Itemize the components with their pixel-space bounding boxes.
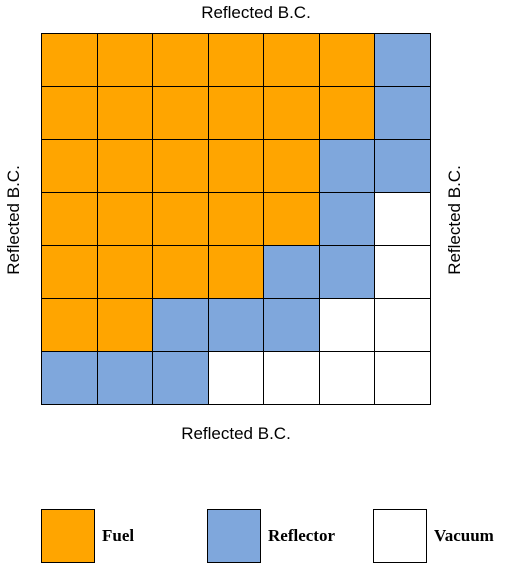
- grid-cell-fuel: [264, 140, 320, 193]
- grid-cell-fuel: [153, 193, 209, 246]
- grid-cell-fuel: [153, 140, 209, 193]
- grid-cell-vacuum: [264, 352, 320, 405]
- grid-cell-fuel: [42, 193, 98, 246]
- grid-cell-vacuum: [375, 246, 431, 299]
- grid-cell-vacuum: [208, 352, 265, 405]
- legend-swatch-fuel: [41, 509, 95, 563]
- grid-cell-fuel: [264, 34, 320, 87]
- grid-cell-reflector: [375, 140, 431, 193]
- grid-cell-reflector: [264, 299, 320, 352]
- grid-cell-vacuum: [375, 193, 431, 246]
- grid-cell-fuel: [319, 34, 376, 87]
- left-boundary-label: Reflected B.C.: [4, 165, 23, 275]
- grid-cell-fuel: [153, 87, 209, 140]
- grid-cell-fuel: [42, 299, 98, 352]
- grid-cell-fuel: [208, 193, 265, 246]
- grid-cell-vacuum: [319, 299, 376, 352]
- grid-cell-fuel: [264, 87, 320, 140]
- bottom-boundary-label: Reflected B.C.: [181, 424, 291, 443]
- grid-cell-fuel: [42, 87, 98, 140]
- grid-cell-fuel: [97, 299, 154, 352]
- grid-cell-reflector: [319, 140, 376, 193]
- grid-cell-fuel: [97, 87, 154, 140]
- grid-cell-reflector: [375, 87, 431, 140]
- grid-cell-fuel: [153, 246, 209, 299]
- grid-cell-reflector: [153, 352, 209, 405]
- grid-cell-fuel: [208, 140, 265, 193]
- grid-cell-reflector: [42, 352, 98, 405]
- grid-cell-vacuum: [375, 352, 431, 405]
- grid-cell-reflector: [319, 193, 376, 246]
- grid-cell-fuel: [97, 140, 154, 193]
- grid-cell-fuel: [153, 34, 209, 87]
- grid-cell-fuel: [97, 193, 154, 246]
- grid-cell-vacuum: [375, 299, 431, 352]
- grid-cell-reflector: [153, 299, 209, 352]
- grid-cell-fuel: [208, 246, 265, 299]
- grid-cell-reflector: [375, 34, 431, 87]
- grid-cell-reflector: [97, 352, 154, 405]
- right-boundary-label: Reflected B.C.: [445, 165, 464, 275]
- grid-cell-fuel: [264, 193, 320, 246]
- legend-label-reflector: Reflector: [268, 526, 336, 545]
- top-boundary-label: Reflected B.C.: [201, 3, 311, 22]
- material-grid: [41, 33, 431, 405]
- grid-cell-reflector: [208, 299, 265, 352]
- legend-label-vacuum: Vacuum: [434, 526, 494, 545]
- grid-cell-fuel: [42, 34, 98, 87]
- legend-swatch-vacuum: [373, 509, 427, 563]
- grid-cell-fuel: [42, 140, 98, 193]
- legend-label-fuel: Fuel: [102, 526, 135, 545]
- grid-cell-vacuum: [319, 352, 376, 405]
- grid-cell-fuel: [97, 246, 154, 299]
- grid-cell-fuel: [42, 246, 98, 299]
- grid-cell-reflector: [264, 246, 320, 299]
- legend-swatch-reflector: [207, 509, 261, 563]
- grid-cell-fuel: [208, 87, 265, 140]
- grid-cell-fuel: [319, 87, 376, 140]
- grid-cell-fuel: [97, 34, 154, 87]
- grid-cell-reflector: [319, 246, 376, 299]
- grid-cell-fuel: [208, 34, 265, 87]
